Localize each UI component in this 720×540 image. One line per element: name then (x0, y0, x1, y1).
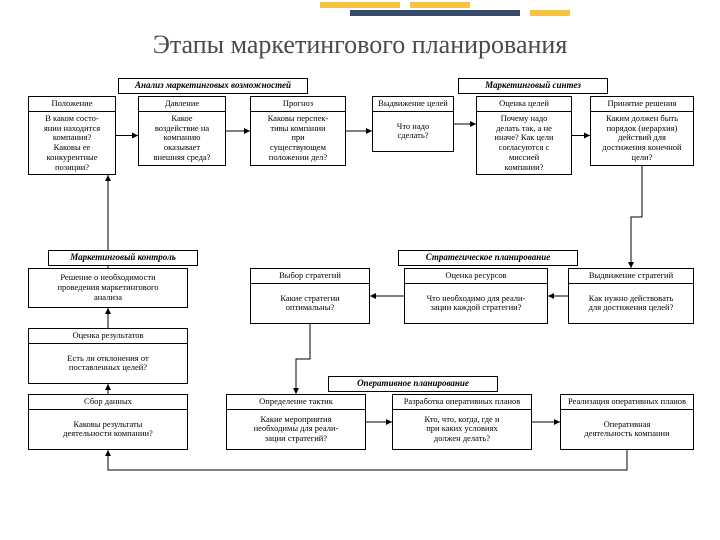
accent-blue-1 (350, 10, 520, 16)
node-b11: Оценка ресурсовЧто необходимо для реали-… (404, 268, 548, 324)
node-b14: Разработка оперативных плановКто, что, к… (392, 394, 532, 450)
node-b6: Принятие решенияКаким должен быть порядо… (590, 96, 694, 166)
node-body: Оперативная деятельность компании (560, 410, 694, 450)
node-header: Выбор стратегий (250, 268, 370, 284)
node-b9: Сбор данныхКаковы результаты деятельност… (28, 394, 188, 450)
node-b2: ДавлениеКакое воздействие на компанию ок… (138, 96, 226, 166)
node-body: Как нужно действовать для достижения цел… (568, 284, 694, 324)
node-body: Каким должен быть порядок (иерархия) дей… (590, 112, 694, 166)
node-b1: ПоложениеВ каком состо- янии находится к… (28, 96, 116, 175)
node-body: Почему надо делать так, а не иначе? Как … (476, 112, 572, 176)
node-b13: Определение тактикКакие мероприятия необ… (226, 394, 366, 450)
node-body: Каковы перспек- тивы компании при сущест… (250, 112, 346, 166)
node-body: Кто, что, когда, где и при каких условия… (392, 410, 532, 450)
node-b8: Оценка результатовЕсть ли отклонения от … (28, 328, 188, 384)
node-header: Принятие решения (590, 96, 694, 112)
node-b4: Выдвижение целейЧто надо сделать? (372, 96, 454, 152)
node-b12: Выдвижение стратегийКак нужно действоват… (568, 268, 694, 324)
accent-yellow-3 (530, 10, 570, 16)
section-s2: Маркетинговый синтез (458, 78, 608, 94)
node-body: Что необходимо для реали- зации каждой с… (404, 284, 548, 324)
node-b3: ПрогнозКаковы перспек- тивы компании при… (250, 96, 346, 166)
node-b5: Оценка целейПочему надо делать так, а не… (476, 96, 572, 175)
node-body: Какие мероприятия необходимы для реали- … (226, 410, 366, 450)
node-body: Какие стратегии оптимальны? (250, 284, 370, 324)
node-header: Сбор данных (28, 394, 188, 410)
accent-yellow-1 (320, 2, 400, 8)
node-b7: Решение о необходимости проведения марке… (28, 268, 188, 308)
node-header: Оценка целей (476, 96, 572, 112)
node-header: Положение (28, 96, 116, 112)
node-body: В каком состо- янии находится компания? … (28, 112, 116, 176)
accent-yellow-2 (410, 2, 470, 8)
node-header: Выдвижение целей (372, 96, 454, 112)
node-body: Что надо сделать? (372, 112, 454, 152)
node-header: Реализация оперативных планов (560, 394, 694, 410)
node-body: Решение о необходимости проведения марке… (28, 268, 188, 308)
node-header: Оценка ресурсов (404, 268, 548, 284)
node-b10: Выбор стратегийКакие стратегии оптимальн… (250, 268, 370, 324)
section-s5: Оперативное планирование (328, 376, 498, 392)
node-b15: Реализация оперативных плановОперативная… (560, 394, 694, 450)
section-s3: Маркетинговый контроль (48, 250, 198, 266)
section-s1: Анализ маркетинговых возможностей (118, 78, 308, 94)
node-header: Прогноз (250, 96, 346, 112)
flowchart-canvas: Анализ маркетинговых возможностей Маркети… (28, 78, 692, 524)
node-header: Определение тактик (226, 394, 366, 410)
section-s4: Стратегическое планирование (398, 250, 578, 266)
node-header: Оценка результатов (28, 328, 188, 344)
node-header: Выдвижение стратегий (568, 268, 694, 284)
page-title: Этапы маркетингового планирования (0, 30, 720, 60)
node-body: Есть ли отклонения от поставленных целей… (28, 344, 188, 384)
node-header: Давление (138, 96, 226, 112)
node-body: Каковы результаты деятельности компании? (28, 410, 188, 450)
node-body: Какое воздействие на компанию оказывает … (138, 112, 226, 166)
node-header: Разработка оперативных планов (392, 394, 532, 410)
top-accent-bar (0, 0, 720, 26)
